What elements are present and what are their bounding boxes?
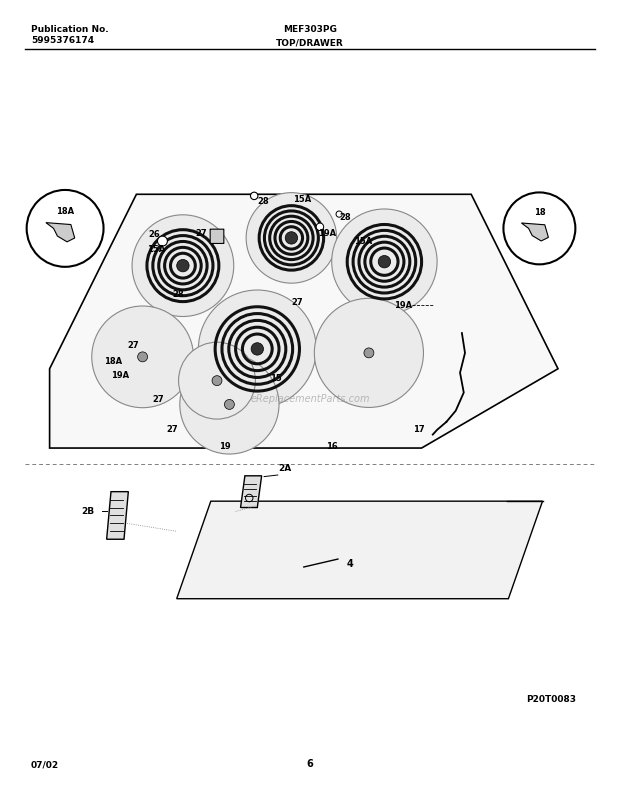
Circle shape [285,232,298,244]
Text: 27: 27 [292,298,303,308]
Circle shape [336,211,342,217]
Text: 27: 27 [128,341,139,351]
Circle shape [179,343,255,419]
Text: 27: 27 [167,425,178,435]
Circle shape [251,343,264,355]
Polygon shape [107,492,128,539]
Circle shape [379,257,389,266]
Text: 26: 26 [148,230,159,239]
Circle shape [212,376,222,385]
Text: 19A: 19A [317,228,336,238]
Circle shape [198,290,316,408]
Circle shape [27,190,104,266]
Text: eReplacementParts.com: eReplacementParts.com [250,394,370,404]
Text: 27: 27 [196,228,207,238]
Text: 19A: 19A [394,301,412,310]
Circle shape [92,306,193,408]
FancyBboxPatch shape [210,229,224,243]
Circle shape [132,215,234,316]
Text: 15A: 15A [147,244,166,254]
Text: MEF303PG: MEF303PG [283,25,337,34]
Text: 17: 17 [413,425,424,435]
Polygon shape [241,476,262,508]
Text: 18A: 18A [56,207,74,216]
Text: 2A: 2A [278,464,291,473]
Circle shape [503,193,575,264]
Text: 2B: 2B [81,507,94,516]
Polygon shape [50,194,558,448]
Text: 28: 28 [173,290,184,300]
Text: 19A: 19A [110,370,129,380]
Circle shape [332,209,437,314]
Circle shape [286,233,296,243]
Circle shape [157,236,167,246]
Text: 18A: 18A [104,357,122,366]
Text: 15A: 15A [353,237,372,247]
Circle shape [252,344,262,354]
Text: 18: 18 [534,208,545,216]
Text: 27: 27 [153,395,164,404]
Circle shape [138,352,148,362]
Text: 15: 15 [270,374,281,383]
Text: Publication No.: Publication No. [31,25,108,34]
Text: 6: 6 [307,759,313,769]
Text: 16: 16 [326,442,337,451]
Text: 28: 28 [339,213,350,222]
Circle shape [378,255,391,268]
Text: TOP/DRAWER: TOP/DRAWER [276,38,344,47]
Text: P20T0083: P20T0083 [526,695,577,704]
Circle shape [180,354,279,454]
Text: 4: 4 [347,559,353,569]
Circle shape [364,348,374,358]
Circle shape [316,223,324,231]
Circle shape [246,193,337,283]
Circle shape [177,259,189,272]
Circle shape [178,261,188,270]
Circle shape [250,192,258,200]
Text: 28: 28 [258,197,269,206]
Text: 5995376174: 5995376174 [31,36,94,44]
Text: 19: 19 [219,442,230,451]
Text: 07/02: 07/02 [31,760,59,769]
Polygon shape [177,501,542,599]
Polygon shape [46,223,74,242]
Circle shape [224,400,234,409]
Text: 15A: 15A [293,195,311,205]
Circle shape [314,298,423,408]
Polygon shape [521,223,548,241]
